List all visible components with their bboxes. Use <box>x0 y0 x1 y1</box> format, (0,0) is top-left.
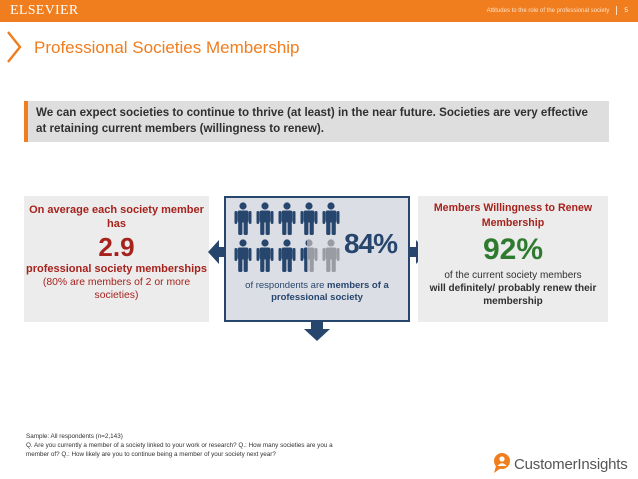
footnote: Sample: All respondents (n=2,143) Q. Are… <box>26 432 342 459</box>
renewal-panel: Members Willingness to Renew Membership … <box>418 196 608 322</box>
person-icon <box>322 239 340 272</box>
person-icon <box>234 239 252 272</box>
page-title: Professional Societies Membership <box>34 38 300 57</box>
memberships-intro: On average each society member has <box>29 204 204 230</box>
brand-logo: ELSEVIER <box>10 3 79 18</box>
membership-share-text-bold: members of a professional society <box>271 280 389 303</box>
top-bar: ELSEVIER Attitudes to the role of the pr… <box>0 0 638 22</box>
footnote-sample: Sample: All respondents (n=2,143) <box>26 433 123 440</box>
header-divider <box>616 6 618 15</box>
speech-bubble-person-icon <box>494 453 510 473</box>
memberships-description: professional society memberships <box>26 263 207 275</box>
page-number: 5 <box>624 7 628 14</box>
header-subtitle: Attitudes to the role of the professiona… <box>486 7 610 14</box>
arrow-down-icon <box>304 321 330 341</box>
person-icon <box>256 202 274 235</box>
membership-share-value: 84% <box>344 228 398 259</box>
people-pictogram <box>234 202 340 272</box>
chevron-right-icon <box>7 31 22 63</box>
renewal-description-bold: will definitely/ probably renew their me… <box>429 283 597 307</box>
header-meta: Attitudes to the role of the professiona… <box>487 6 628 15</box>
person-icon <box>300 239 318 272</box>
membership-share-text-plain: of respondents are <box>245 280 328 291</box>
footnote-questions: Q. Are you currently a member of a socie… <box>26 442 333 458</box>
memberships-note: (80% are members of 2 or more societies) <box>42 277 191 301</box>
person-icon <box>256 239 274 272</box>
key-message-banner: We can expect societies to continue to t… <box>24 101 609 142</box>
memberships-value: 2.9 <box>98 232 135 262</box>
person-icon <box>234 202 252 235</box>
person-icon <box>322 202 340 235</box>
renewal-value: 92% <box>482 233 544 266</box>
arrow-left-icon <box>208 240 226 264</box>
renewal-description: of the current society members <box>444 270 582 281</box>
person-icon <box>278 202 296 235</box>
person-icon <box>300 202 318 235</box>
customer-insights-logo: CustomerInsights <box>514 456 628 473</box>
person-icon <box>278 239 296 272</box>
memberships-panel: On average each society member has 2.9 p… <box>24 196 209 322</box>
membership-share-text: of respondents are members of a professi… <box>226 280 408 304</box>
renewal-title: Members Willingness to Renew Membership <box>433 202 593 229</box>
